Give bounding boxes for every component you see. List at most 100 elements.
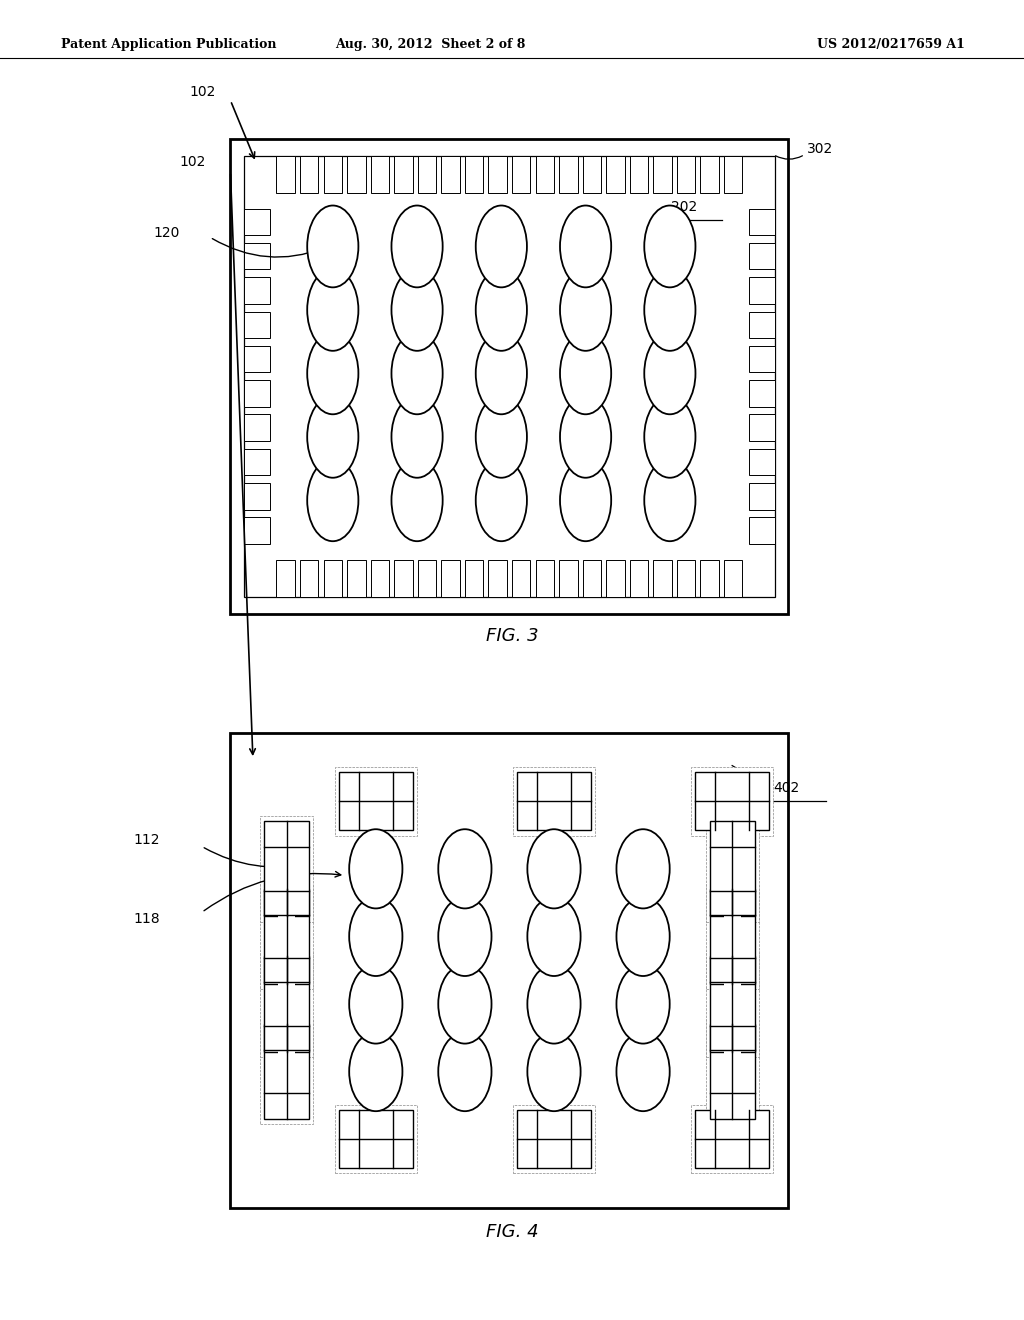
- Bar: [749, 414, 775, 441]
- Bar: [244, 517, 270, 544]
- Ellipse shape: [616, 896, 670, 975]
- Bar: [606, 560, 625, 597]
- Bar: [418, 156, 436, 193]
- Bar: [749, 517, 775, 544]
- Bar: [371, 560, 389, 597]
- Bar: [279, 847, 295, 891]
- Bar: [230, 139, 788, 614]
- Text: FIG. 3: FIG. 3: [485, 627, 539, 645]
- Bar: [512, 560, 530, 597]
- Ellipse shape: [391, 206, 442, 288]
- Bar: [749, 483, 775, 510]
- Ellipse shape: [560, 269, 611, 351]
- Bar: [260, 952, 313, 1057]
- Ellipse shape: [560, 333, 611, 414]
- Bar: [749, 209, 775, 235]
- Bar: [710, 957, 755, 1052]
- Ellipse shape: [560, 206, 611, 288]
- Bar: [517, 1110, 591, 1168]
- Bar: [724, 156, 742, 193]
- Bar: [264, 957, 309, 1052]
- Text: 202: 202: [671, 201, 697, 214]
- Bar: [244, 156, 775, 597]
- Bar: [244, 346, 270, 372]
- Ellipse shape: [438, 896, 492, 975]
- Ellipse shape: [560, 459, 611, 541]
- Ellipse shape: [438, 829, 492, 908]
- Bar: [700, 560, 719, 597]
- Bar: [394, 560, 413, 597]
- Ellipse shape: [307, 333, 358, 414]
- Ellipse shape: [476, 206, 527, 288]
- Ellipse shape: [644, 459, 695, 541]
- Bar: [276, 156, 295, 193]
- Bar: [583, 156, 601, 193]
- Bar: [724, 560, 742, 597]
- Text: Patent Application Publication: Patent Application Publication: [61, 38, 276, 51]
- Bar: [260, 1019, 313, 1125]
- Text: US 2012/0217659 A1: US 2012/0217659 A1: [817, 38, 965, 51]
- Bar: [324, 156, 342, 193]
- Ellipse shape: [307, 206, 358, 288]
- Ellipse shape: [644, 333, 695, 414]
- Ellipse shape: [307, 459, 358, 541]
- Text: 402: 402: [773, 781, 800, 795]
- Bar: [264, 888, 309, 983]
- Ellipse shape: [307, 269, 358, 351]
- Ellipse shape: [644, 206, 695, 288]
- Bar: [706, 952, 759, 1057]
- Ellipse shape: [476, 333, 527, 414]
- Ellipse shape: [476, 396, 527, 478]
- Bar: [276, 560, 295, 597]
- Bar: [260, 816, 313, 921]
- Bar: [512, 156, 530, 193]
- Bar: [244, 414, 270, 441]
- Bar: [630, 156, 648, 193]
- Text: 120: 120: [154, 226, 180, 240]
- Bar: [691, 767, 773, 836]
- Ellipse shape: [616, 965, 670, 1044]
- Ellipse shape: [349, 1032, 402, 1111]
- Bar: [710, 888, 755, 983]
- Text: 102: 102: [189, 86, 216, 99]
- Bar: [559, 156, 578, 193]
- Ellipse shape: [527, 896, 581, 975]
- Bar: [537, 1129, 571, 1150]
- Bar: [264, 821, 309, 916]
- Bar: [630, 560, 648, 597]
- Ellipse shape: [476, 459, 527, 541]
- Bar: [724, 847, 740, 891]
- Bar: [513, 1105, 595, 1173]
- Bar: [517, 772, 591, 830]
- Ellipse shape: [527, 1032, 581, 1111]
- Bar: [347, 560, 366, 597]
- Bar: [653, 560, 672, 597]
- Ellipse shape: [616, 1032, 670, 1111]
- Bar: [749, 346, 775, 372]
- Bar: [394, 156, 413, 193]
- Ellipse shape: [349, 829, 402, 908]
- Ellipse shape: [644, 269, 695, 351]
- Bar: [264, 1024, 309, 1119]
- Ellipse shape: [644, 396, 695, 478]
- Ellipse shape: [307, 396, 358, 478]
- Ellipse shape: [438, 1032, 492, 1111]
- Ellipse shape: [616, 829, 670, 908]
- Ellipse shape: [560, 396, 611, 478]
- Bar: [536, 560, 554, 597]
- Bar: [710, 821, 755, 916]
- Bar: [260, 883, 313, 989]
- Bar: [244, 209, 270, 235]
- Ellipse shape: [391, 459, 442, 541]
- Bar: [695, 772, 769, 830]
- Bar: [335, 767, 417, 836]
- Bar: [230, 733, 788, 1208]
- Text: FIG. 4: FIG. 4: [485, 1222, 539, 1241]
- Bar: [279, 982, 295, 1026]
- Ellipse shape: [527, 829, 581, 908]
- Bar: [339, 772, 413, 830]
- Bar: [279, 915, 295, 958]
- Bar: [244, 449, 270, 475]
- Bar: [695, 1110, 769, 1168]
- Bar: [371, 156, 389, 193]
